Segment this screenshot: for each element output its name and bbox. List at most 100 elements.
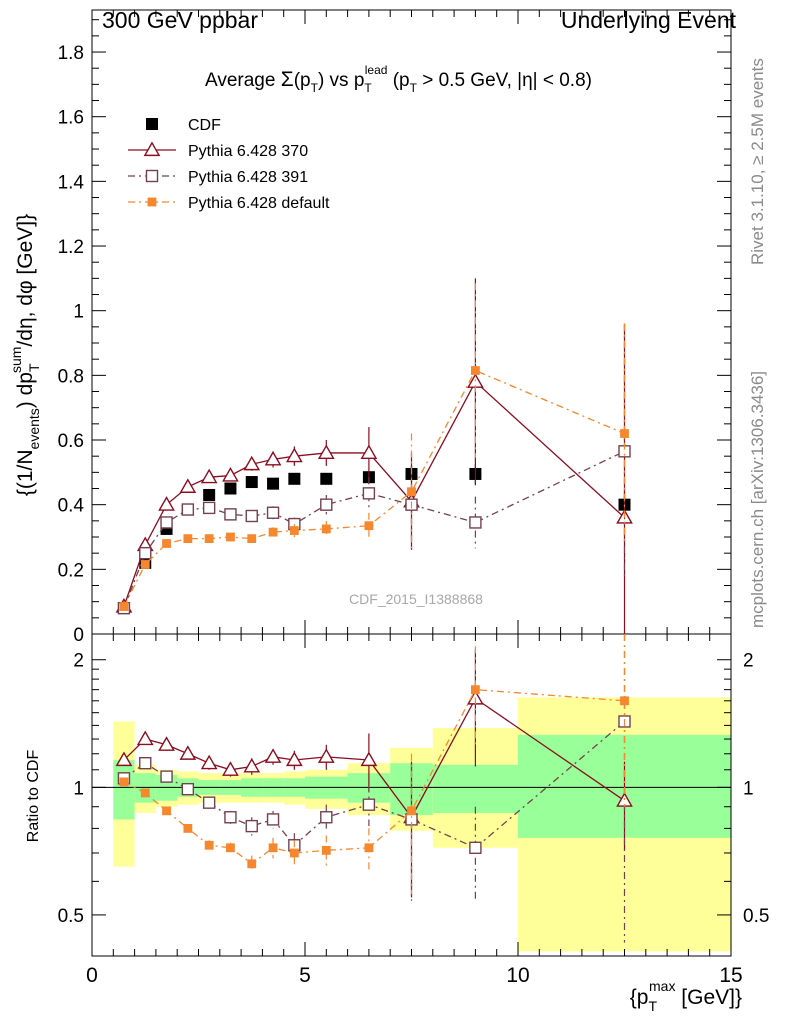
series-pythia-6-428-391 [117, 325, 631, 943]
triangle-marker [179, 745, 197, 760]
triangle-marker [285, 447, 303, 463]
filled-square-marker [321, 845, 331, 855]
x-tick-label: 15 [719, 964, 742, 987]
open-square-marker [320, 811, 333, 824]
y-tick-label: 1.4 [58, 172, 85, 193]
x-tick-label: 10 [506, 964, 529, 987]
filled-square-marker [226, 843, 235, 853]
ratio-tick-label-right: 2 [743, 651, 754, 672]
x-tick-label: 5 [299, 964, 311, 987]
filled-square-marker [471, 685, 480, 695]
triangle-marker [360, 444, 378, 460]
legend-label: Pythia 6.428 default [188, 195, 330, 212]
ratio-tick-label: 1 [73, 778, 84, 799]
open-square-marker [139, 757, 152, 770]
filled-square-marker [204, 534, 214, 544]
open-square-marker [224, 811, 237, 824]
open-square-marker [160, 516, 173, 529]
triangle-marker [317, 748, 335, 763]
open-square-marker [362, 798, 376, 811]
filled-square-marker [119, 602, 129, 611]
legend: CDF Pythia 6.428 370 Pythia 6.428 391 Pythi… [128, 117, 330, 212]
legend-label: Pythia 6.428 391 [188, 169, 308, 186]
open-square-marker [202, 501, 216, 515]
ratio-tick-label: 2 [73, 651, 84, 672]
filled-square-marker [289, 526, 299, 535]
filled-square-marker [321, 524, 331, 534]
y-tick-label: 0.8 [58, 366, 84, 387]
triangle-marker [264, 450, 282, 466]
ratio-y-label: Ratio to CDF [25, 750, 42, 843]
filled-square-marker [226, 532, 235, 542]
ratio-band-inner [432, 764, 518, 813]
cdf-marker [245, 476, 258, 489]
filled-square-marker [289, 848, 299, 858]
filled-square-marker [183, 534, 193, 544]
open-square-marker [181, 782, 195, 796]
y-tick-label: 0.6 [58, 431, 84, 452]
filled-square-marker [140, 788, 150, 798]
open-square-marker [320, 498, 333, 511]
open-square-marker [469, 516, 482, 529]
header-left: 300 GeV ppbar [102, 7, 258, 33]
open-square-marker [160, 770, 173, 783]
legend-label: CDF [188, 117, 221, 134]
ratio-band-inner [113, 760, 135, 820]
cdf-marker [288, 472, 301, 485]
filled-square-marker [247, 859, 257, 869]
ratio-tick-label-right: 1 [743, 778, 754, 799]
triangle-marker [143, 141, 161, 157]
triangle-marker [136, 730, 154, 746]
y-tick-label: 0.4 [58, 496, 85, 517]
open-square-marker [362, 487, 376, 500]
axes: 0 5 10 15 0 0.2 0.4 0.6 0.8 1 1.2 1.4 1.6 1.8 0.5 0.5 1 1… [58, 9, 769, 987]
triangle-marker [264, 748, 282, 763]
ratio-tick-label-right: 0.5 [743, 906, 769, 927]
side-label-top: Rivet 3.1.10, ≥ 2.5M events [748, 58, 767, 265]
triangle-marker [179, 478, 197, 493]
cdf-marker [267, 477, 280, 490]
triangle-marker [317, 444, 335, 460]
filled-square-marker [268, 843, 278, 853]
open-square-marker [202, 796, 216, 809]
open-square-marker [139, 546, 152, 560]
filled-square-marker [162, 539, 171, 548]
y-tick-label: 1.6 [58, 108, 84, 129]
triangle-marker [222, 761, 239, 776]
filled-square-marker [407, 806, 416, 816]
y-tick-label: 1 [73, 302, 84, 323]
cdf-marker [320, 472, 333, 485]
ratio-tick-label: 0.5 [58, 906, 84, 927]
chart-title: Average Σ(pT) vs pTlead (pT > 0.5 GeV, |… [205, 63, 592, 95]
open-square-marker [266, 506, 280, 519]
series-layer [115, 278, 633, 943]
filled-square-marker [140, 560, 150, 569]
x-tick-label: 0 [86, 964, 98, 987]
triangle-marker [158, 496, 175, 511]
cdf-marker [146, 118, 158, 130]
triangle-marker [243, 455, 261, 471]
triangle-marker [243, 757, 261, 773]
filled-square-marker [268, 527, 278, 537]
open-square-marker [469, 841, 482, 854]
filled-square-marker [162, 806, 171, 816]
triangle-marker [222, 467, 239, 482]
filled-square-marker [364, 843, 374, 853]
header-right: Underlying Event [561, 7, 737, 33]
legend-item: Pythia 6.428 default [128, 195, 330, 212]
svg-text:{(1/Nevents) dpTsum/dη, dφ [Ge: {(1/Nevents) dpTsum/dη, dφ [GeV]} [8, 214, 42, 496]
triangle-marker [360, 751, 378, 767]
open-square-marker [266, 813, 280, 826]
watermark: CDF_2015_I1388868 [349, 591, 483, 607]
filled-square-marker [147, 197, 157, 207]
triangle-marker [200, 754, 218, 770]
open-square-marker [245, 509, 258, 523]
legend-item: Pythia 6.428 370 [128, 141, 308, 160]
triangle-marker [200, 468, 218, 484]
y-tick-label: 1.2 [58, 237, 84, 258]
series-line [123, 380, 625, 607]
triangle-marker [115, 751, 133, 767]
y-tick-label: 1.8 [58, 43, 84, 64]
filled-square-marker [364, 521, 374, 531]
